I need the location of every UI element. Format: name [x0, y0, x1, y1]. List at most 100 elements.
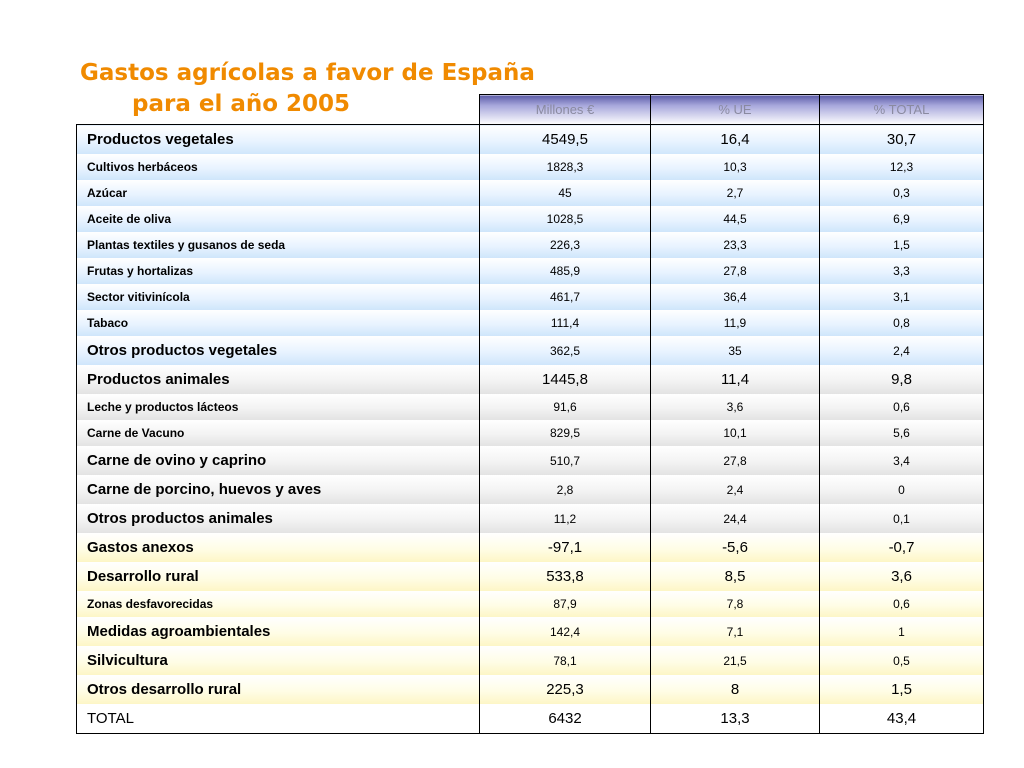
- cell-pct-ue: 10,1: [650, 420, 820, 446]
- cell-pct-total: -0,7: [819, 533, 984, 562]
- cell-pct-ue: 10,3: [650, 154, 820, 180]
- cell-pct-total: 12,3: [819, 154, 984, 180]
- cell-pct-ue: 8,5: [650, 562, 820, 591]
- cell-millones: 485,9: [479, 258, 651, 284]
- cell-millones: 829,5: [479, 420, 651, 446]
- row-label: Leche y productos lácteos: [76, 394, 480, 420]
- cell-pct-total: 0,1: [819, 504, 984, 533]
- cell-pct-total: 30,7: [819, 124, 984, 154]
- cell-pct-ue: 2,7: [650, 180, 820, 206]
- row-label: Productos vegetales: [76, 124, 480, 154]
- table-row: Gastos anexos -97,1 -5,6 -0,7: [76, 533, 984, 562]
- cell-millones: 78,1: [479, 646, 651, 675]
- cell-pct-ue: 35: [650, 336, 820, 365]
- cell-millones: 510,7: [479, 446, 651, 475]
- table-row: Desarrollo rural 533,8 8,5 3,6: [76, 562, 984, 591]
- cell-pct-ue: 2,4: [650, 475, 820, 504]
- table-row: Otros productos animales 11,2 24,4 0,1: [76, 504, 984, 533]
- cell-pct-ue: 24,4: [650, 504, 820, 533]
- cell-pct-ue: 8: [650, 675, 820, 704]
- cell-millones: 91,6: [479, 394, 651, 420]
- row-label: Silvicultura: [76, 646, 480, 675]
- cell-pct-ue: 44,5: [650, 206, 820, 232]
- table-row: Zonas desfavorecidas 87,9 7,8 0,6: [76, 591, 984, 617]
- row-label: Gastos anexos: [76, 533, 480, 562]
- row-label: Zonas desfavorecidas: [76, 591, 480, 617]
- cell-millones: 461,7: [479, 284, 651, 310]
- table-row: Medidas agroambientales 142,4 7,1 1: [76, 617, 984, 646]
- cell-millones: 87,9: [479, 591, 651, 617]
- cell-pct-total: 2,4: [819, 336, 984, 365]
- cell-pct-ue: 16,4: [650, 124, 820, 154]
- table-row: Otros desarrollo rural 225,3 8 1,5: [76, 675, 984, 704]
- cell-millones: -97,1: [479, 533, 651, 562]
- table-row: Plantas textiles y gusanos de seda 226,3 2…: [76, 232, 984, 258]
- row-label: Medidas agroambientales: [76, 617, 480, 646]
- cell-pct-total: 5,6: [819, 420, 984, 446]
- cell-pct-ue: 27,8: [650, 258, 820, 284]
- row-label: Azúcar: [76, 180, 480, 206]
- spending-table: Millones € % UE % TOTAL Productos vegeta…: [76, 94, 984, 734]
- row-label: Frutas y hortalizas: [76, 258, 480, 284]
- cell-millones: 2,8: [479, 475, 651, 504]
- row-label: Otros desarrollo rural: [76, 675, 480, 704]
- row-label: Productos animales: [76, 365, 480, 394]
- cell-pct-total: 1,5: [819, 232, 984, 258]
- cell-pct-ue: 13,3: [650, 704, 820, 734]
- table-row: Sector vitivinícola 461,7 36,4 3,1: [76, 284, 984, 310]
- cell-pct-ue: 3,6: [650, 394, 820, 420]
- table-row: Aceite de oliva 1028,5 44,5 6,9: [76, 206, 984, 232]
- cell-pct-total: 1: [819, 617, 984, 646]
- row-label: Plantas textiles y gusanos de seda: [76, 232, 480, 258]
- cell-pct-total: 1,5: [819, 675, 984, 704]
- cell-pct-total: 3,1: [819, 284, 984, 310]
- cell-pct-ue: 21,5: [650, 646, 820, 675]
- cell-pct-total: 6,9: [819, 206, 984, 232]
- cell-pct-total: 3,6: [819, 562, 984, 591]
- table-header-row: Millones € % UE % TOTAL: [76, 94, 984, 125]
- table-row: Tabaco 111,4 11,9 0,8: [76, 310, 984, 336]
- cell-pct-total: 9,8: [819, 365, 984, 394]
- table-row: Productos vegetales 4549,5 16,4 30,7: [76, 124, 984, 154]
- table-row: Carne de ovino y caprino 510,7 27,8 3,4: [76, 446, 984, 475]
- cell-millones: 1445,8: [479, 365, 651, 394]
- cell-pct-ue: 36,4: [650, 284, 820, 310]
- cell-millones: 45: [479, 180, 651, 206]
- cell-millones: 11,2: [479, 504, 651, 533]
- header-pct-ue: % UE: [650, 94, 820, 125]
- cell-pct-ue: -5,6: [650, 533, 820, 562]
- row-label: Otros productos animales: [76, 504, 480, 533]
- row-label: Otros productos vegetales: [76, 336, 480, 365]
- table-row: Frutas y hortalizas 485,9 27,8 3,3: [76, 258, 984, 284]
- page-title: Gastos agrícolas a favor de España: [80, 60, 535, 86]
- row-label: Tabaco: [76, 310, 480, 336]
- cell-pct-total: 0,3: [819, 180, 984, 206]
- cell-pct-total: 0: [819, 475, 984, 504]
- table-row: Silvicultura 78,1 21,5 0,5: [76, 646, 984, 675]
- table-row: Carne de Vacuno 829,5 10,1 5,6: [76, 420, 984, 446]
- cell-millones: 6432: [479, 704, 651, 734]
- cell-millones: 226,3: [479, 232, 651, 258]
- row-label: Carne de Vacuno: [76, 420, 480, 446]
- header-corner: [76, 94, 480, 125]
- table-body: Productos vegetales 4549,5 16,4 30,7 Cultivo…: [76, 124, 984, 734]
- table-row: Otros productos vegetales 362,5 35 2,4: [76, 336, 984, 365]
- cell-pct-ue: 11,4: [650, 365, 820, 394]
- table-row: Productos animales 1445,8 11,4 9,8: [76, 365, 984, 394]
- cell-pct-total: 3,3: [819, 258, 984, 284]
- cell-pct-total: 3,4: [819, 446, 984, 475]
- row-label: Sector vitivinícola: [76, 284, 480, 310]
- cell-pct-total: 0,5: [819, 646, 984, 675]
- cell-millones: 225,3: [479, 675, 651, 704]
- cell-millones: 533,8: [479, 562, 651, 591]
- cell-pct-total: 0,6: [819, 591, 984, 617]
- cell-pct-ue: 7,8: [650, 591, 820, 617]
- cell-millones: 1828,3: [479, 154, 651, 180]
- cell-pct-total: 43,4: [819, 704, 984, 734]
- header-millones: Millones €: [479, 94, 651, 125]
- cell-millones: 4549,5: [479, 124, 651, 154]
- cell-pct-ue: 7,1: [650, 617, 820, 646]
- cell-millones: 111,4: [479, 310, 651, 336]
- cell-pct-total: 0,8: [819, 310, 984, 336]
- table-row: Cultivos herbáceos 1828,3 10,3 12,3: [76, 154, 984, 180]
